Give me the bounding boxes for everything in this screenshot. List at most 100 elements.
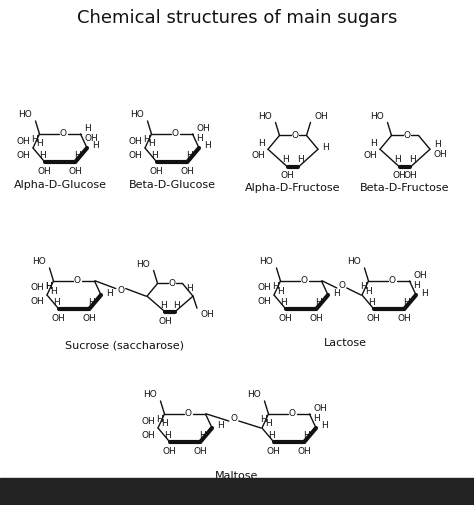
Text: O: O	[292, 131, 299, 140]
Text: H: H	[265, 420, 272, 429]
Text: HO: HO	[18, 111, 31, 120]
Text: H: H	[50, 286, 57, 295]
Text: OH: OH	[397, 314, 411, 323]
Text: Lactose: Lactose	[323, 338, 366, 348]
Text: H: H	[31, 135, 38, 144]
Text: H: H	[173, 300, 180, 310]
Text: OH: OH	[68, 167, 82, 176]
Text: H: H	[370, 139, 377, 148]
Text: O: O	[289, 410, 296, 419]
Text: OH: OH	[267, 446, 281, 456]
Text: OH: OH	[315, 112, 328, 121]
Text: OH: OH	[30, 297, 44, 307]
Text: O: O	[338, 281, 345, 290]
Text: H: H	[45, 282, 52, 291]
Text: HO: HO	[258, 112, 272, 121]
Text: H: H	[88, 297, 94, 307]
Text: OH: OH	[367, 314, 381, 323]
Text: H: H	[148, 139, 155, 148]
Text: H: H	[74, 150, 81, 160]
Text: OH: OH	[128, 136, 142, 145]
Text: OH: OH	[16, 150, 30, 160]
Text: OH: OH	[30, 283, 44, 292]
Text: Alpha-D-Fructose: Alpha-D-Fructose	[245, 183, 341, 193]
Text: OH: OH	[251, 151, 265, 160]
Text: OH: OH	[413, 272, 427, 280]
Text: O: O	[168, 279, 175, 288]
Text: OH: OH	[310, 314, 323, 323]
Text: OH: OH	[257, 283, 271, 292]
Text: O: O	[230, 415, 237, 424]
Text: H: H	[258, 139, 265, 148]
Text: Maltose: Maltose	[215, 471, 259, 481]
Text: H: H	[333, 288, 340, 297]
Text: OH: OH	[434, 150, 448, 159]
Text: H: H	[45, 282, 52, 291]
Text: HO: HO	[143, 390, 156, 399]
Text: OH: OH	[403, 172, 417, 180]
Text: OH: OH	[38, 167, 52, 176]
Text: H: H	[186, 150, 192, 160]
Text: HO: HO	[370, 112, 383, 121]
Text: H: H	[360, 282, 367, 291]
Text: H: H	[84, 124, 91, 133]
Text: OH: OH	[52, 314, 66, 323]
Text: OH: OH	[180, 167, 194, 176]
Text: O: O	[389, 276, 396, 285]
Text: Beta-D-Fructose: Beta-D-Fructose	[360, 183, 450, 193]
Text: O: O	[172, 129, 179, 138]
Text: H: H	[161, 420, 168, 429]
Text: H: H	[199, 431, 206, 439]
Text: O: O	[60, 129, 66, 138]
Text: O: O	[73, 276, 81, 285]
Text: H: H	[143, 135, 150, 144]
Text: H: H	[151, 150, 158, 160]
Text: H: H	[54, 297, 60, 307]
Text: H: H	[204, 141, 211, 150]
Text: OH: OH	[297, 446, 311, 456]
Text: OH: OH	[363, 151, 377, 160]
Text: H: H	[39, 150, 46, 160]
Text: OH: OH	[84, 134, 98, 143]
Text: H: H	[434, 140, 441, 149]
Text: H: H	[321, 422, 328, 430]
Text: H: H	[260, 416, 267, 425]
Text: H: H	[92, 141, 99, 150]
Text: H: H	[217, 422, 224, 430]
Text: Chemical structures of main sugars: Chemical structures of main sugars	[77, 9, 397, 27]
Text: H: H	[272, 282, 279, 291]
Text: H: H	[409, 156, 416, 165]
Text: OH: OH	[82, 314, 96, 323]
Text: HO: HO	[259, 258, 273, 267]
Text: Sucrose (saccharose): Sucrose (saccharose)	[65, 340, 184, 350]
Text: H: H	[277, 286, 284, 295]
Text: OH: OH	[193, 446, 207, 456]
Text: OH: OH	[141, 417, 155, 426]
Text: H: H	[281, 297, 287, 307]
Text: H: H	[106, 288, 113, 297]
Text: OH: OH	[163, 446, 177, 456]
Text: H: H	[365, 286, 372, 295]
Text: H: H	[322, 143, 329, 152]
Text: OH: OH	[150, 167, 164, 176]
Bar	[0, 478, 474, 505]
Text: OH: OH	[141, 430, 155, 439]
Text: H: H	[197, 134, 203, 143]
Text: H: H	[315, 297, 321, 307]
Text: OH: OH	[313, 405, 327, 414]
Text: H: H	[36, 139, 43, 148]
Text: H: H	[268, 431, 275, 439]
Text: H: H	[303, 431, 310, 439]
Text: shutterstock®: shutterstock®	[191, 484, 283, 497]
Text: OH: OH	[393, 172, 407, 180]
Text: HO: HO	[136, 260, 150, 269]
Text: HO: HO	[32, 258, 46, 267]
Text: Alpha-D-Glucose: Alpha-D-Glucose	[13, 180, 107, 190]
Text: OH: OH	[16, 136, 30, 145]
Text: O: O	[117, 286, 124, 295]
Text: OH: OH	[197, 124, 210, 133]
Text: HO: HO	[247, 390, 261, 399]
Text: O: O	[184, 410, 191, 419]
Text: O: O	[403, 131, 410, 140]
Text: Beta-D-Glucose: Beta-D-Glucose	[128, 180, 216, 190]
